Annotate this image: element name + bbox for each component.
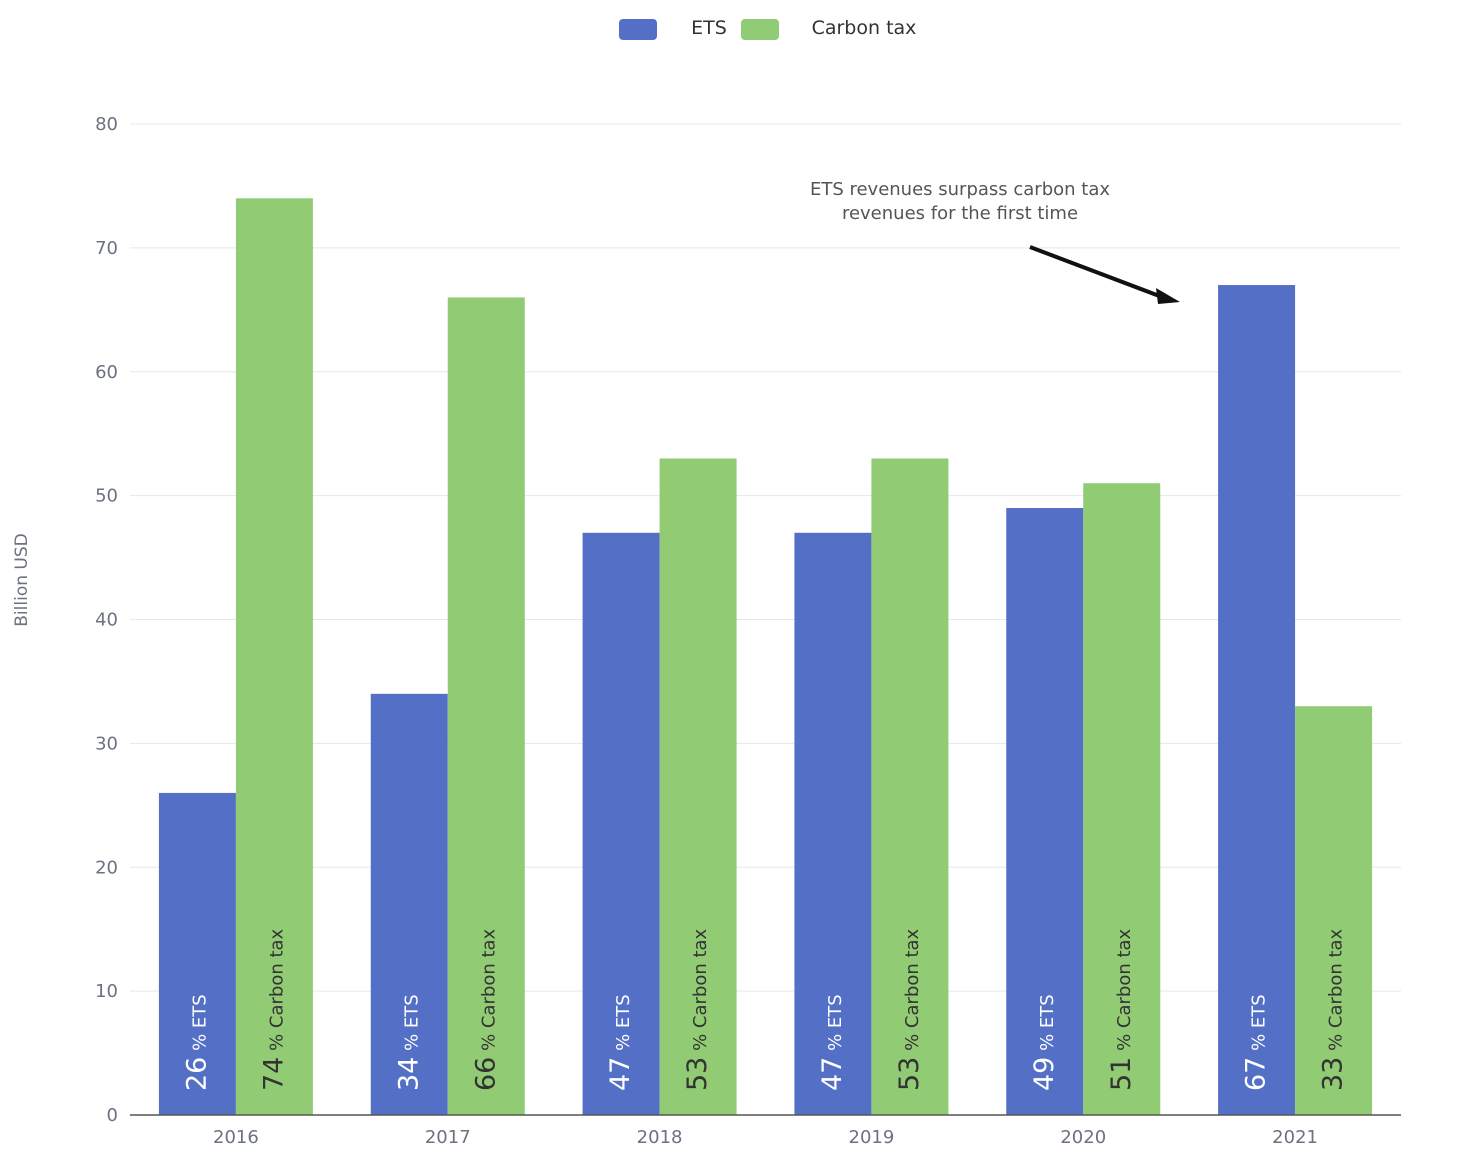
bar-ets-2016[interactable]	[158, 792, 236, 1115]
y-tick-label: 70	[95, 238, 118, 259]
bar-label: 34 % ETS	[393, 994, 424, 1091]
y-tick-label: 40	[95, 610, 118, 631]
bar-ets-2021[interactable]	[1218, 285, 1296, 1116]
bar-ets-2019[interactable]	[794, 532, 872, 1115]
legend-swatch	[619, 19, 657, 40]
x-tick-label: 2018	[637, 1127, 683, 1148]
bar-carbon-tax-2021[interactable]	[1295, 706, 1373, 1115]
y-axis-ticks: 0 10 20 30 40 50 60 70 80	[95, 114, 118, 1126]
legend-item-carbon-tax[interactable]: Carbon tax	[741, 17, 916, 40]
bar-ets-2017[interactable]	[370, 693, 448, 1115]
y-axis-title: Billion USD	[12, 533, 32, 626]
y-tick-label: 80	[95, 114, 118, 135]
legend-swatch	[741, 19, 779, 40]
bar-label: 53 % Carbon tax	[894, 928, 925, 1091]
bar-ets-2018[interactable]	[582, 532, 660, 1115]
bar-label: 74 % Carbon tax	[258, 928, 289, 1091]
x-tick-label: 2019	[849, 1127, 895, 1148]
annotation-arrow-shaft	[1029, 245, 1163, 299]
x-tick-label: 2021	[1272, 1127, 1318, 1148]
grid	[130, 123, 1401, 992]
x-tick-label: 2020	[1060, 1127, 1106, 1148]
bar-label: 67 % ETS	[1241, 994, 1272, 1091]
y-tick-label: 0	[107, 1105, 118, 1126]
bar-label: 53 % Carbon tax	[682, 928, 713, 1091]
bar-label: 66 % Carbon tax	[470, 928, 501, 1091]
y-tick-label: 20	[95, 857, 118, 878]
bar-carbon-tax-2020[interactable]	[1083, 483, 1161, 1115]
x-tick-label: 2017	[425, 1127, 471, 1148]
bar-label: 47 % ETS	[605, 994, 636, 1091]
bar-label: 51 % Carbon tax	[1106, 928, 1137, 1091]
bar-carbon-tax-2018[interactable]	[659, 458, 737, 1115]
legend-label: ETS	[691, 17, 727, 39]
bar-ets-2020[interactable]	[1006, 508, 1084, 1115]
bar-carbon-tax-2016[interactable]	[235, 198, 313, 1115]
x-tick-label: 2016	[213, 1127, 259, 1148]
y-tick-label: 10	[95, 981, 118, 1002]
annotation: ETS revenues surpass carbon tax revenues…	[810, 179, 1180, 304]
legend-label: Carbon tax	[812, 17, 917, 39]
bar-carbon-tax-2019[interactable]	[871, 458, 949, 1115]
bar-label: 47 % ETS	[817, 994, 848, 1091]
bar-carbon-tax-2017[interactable]	[447, 297, 525, 1115]
y-tick-label: 50	[95, 486, 118, 507]
y-tick-label: 30	[95, 733, 118, 754]
bars: 26 % ETS 74 % Carbon tax 34 % ETS 66 % Carb…	[158, 198, 1373, 1116]
bar-label: 26 % ETS	[181, 994, 212, 1091]
y-tick-label: 60	[95, 362, 118, 383]
legend[interactable]: ETS Carbon tax	[619, 17, 916, 40]
annotation-line-1: ETS revenues surpass carbon tax	[810, 179, 1110, 200]
legend-item-ets[interactable]: ETS	[619, 17, 727, 40]
annotation-line-2: revenues for the first time	[842, 203, 1078, 224]
annotation-arrow-head	[1156, 288, 1180, 304]
bar-label: 33 % Carbon tax	[1318, 928, 1349, 1091]
bar-label: 49 % ETS	[1029, 994, 1060, 1091]
x-axis-ticks: 2016 2017 2018 2019 2020 2021	[213, 1127, 1318, 1148]
